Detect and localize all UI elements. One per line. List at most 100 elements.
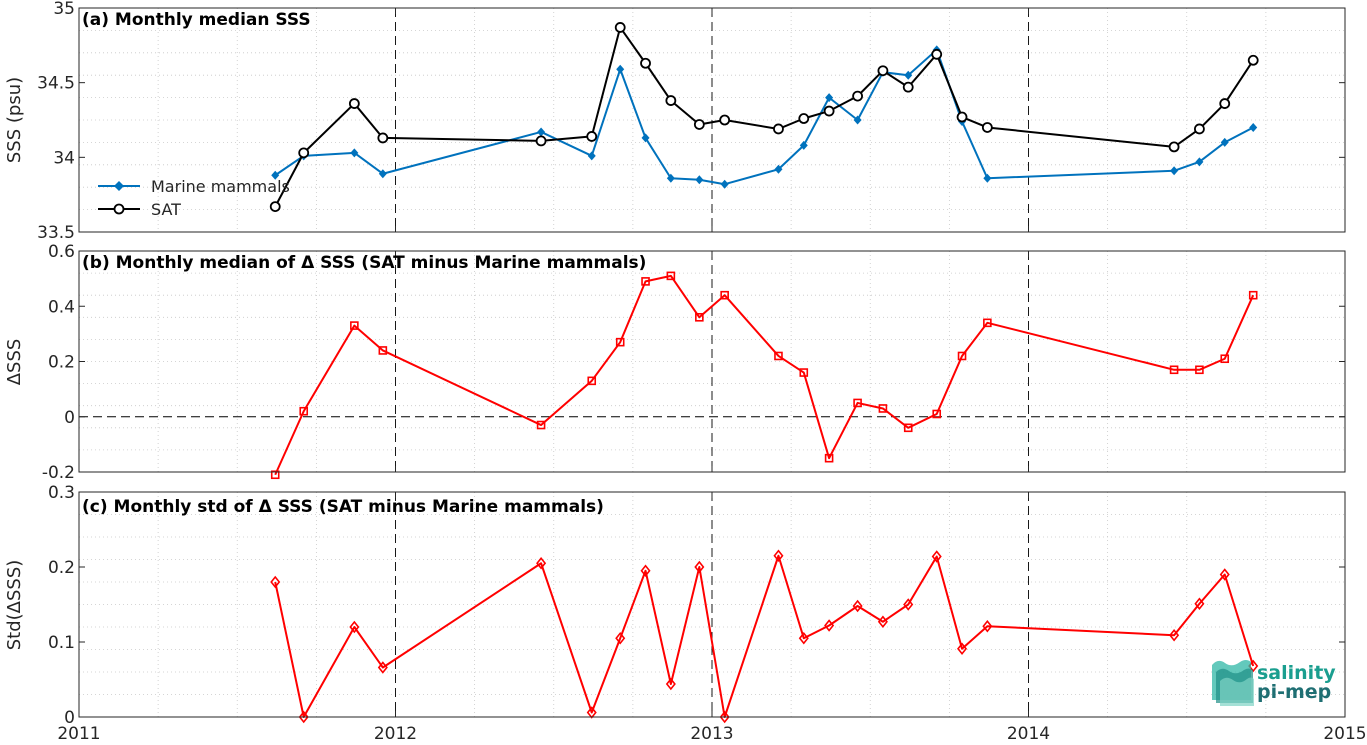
y-tick-label: 0.1 <box>48 633 75 653</box>
data-point <box>666 271 676 281</box>
y-tick-label: -0.2 <box>42 463 75 483</box>
data-point <box>956 111 968 123</box>
data-point <box>378 169 387 179</box>
y-tick-label: 0 <box>64 708 75 728</box>
legend-sat-marker <box>113 203 125 215</box>
data-point <box>377 132 389 144</box>
data-point <box>695 312 704 322</box>
data-point <box>1170 166 1179 176</box>
data-point <box>378 346 388 355</box>
data-point <box>641 133 650 143</box>
data-point <box>852 599 863 613</box>
panel-a-title: (a) Monthly median SSS <box>82 10 311 30</box>
data-layer <box>269 22 1259 724</box>
data-point <box>615 337 625 347</box>
series-line <box>274 274 1255 476</box>
data-point <box>904 70 913 80</box>
data-point <box>614 22 626 33</box>
data-point <box>640 57 651 69</box>
data-point <box>1219 98 1231 109</box>
data-point <box>640 564 651 578</box>
data-point <box>824 619 835 632</box>
data-point <box>799 140 808 150</box>
x-tick-label: 2014 <box>1007 724 1050 744</box>
data-point <box>719 114 731 126</box>
data-point <box>1194 597 1205 611</box>
data-point <box>932 409 942 419</box>
data-point <box>823 105 835 117</box>
legend-sat-label: SAT <box>151 200 181 219</box>
data-point <box>299 406 309 416</box>
series-line <box>274 554 1255 718</box>
y-tick-label: 0.6 <box>48 242 75 262</box>
data-point <box>902 81 914 93</box>
axes-layer <box>78 7 1346 718</box>
data-point <box>615 631 626 645</box>
data-point <box>773 549 784 563</box>
data-point <box>774 164 783 174</box>
panel-a-ylabel: SSS (psu) <box>4 77 25 163</box>
panel-b-title: (b) Monthly median of Δ SSS (SAT minus M… <box>82 253 646 273</box>
data-point <box>877 65 889 77</box>
data-point <box>271 170 280 180</box>
x-tick-label: 2015 <box>1323 724 1366 744</box>
panel-c-ylabel: Std(ΔSSS) <box>4 560 25 651</box>
data-point <box>798 631 809 645</box>
data-point <box>270 575 281 589</box>
data-point <box>535 135 547 147</box>
data-point <box>957 351 967 361</box>
data-point <box>719 710 730 724</box>
data-point <box>665 95 677 106</box>
salinity-pi-mep-logo: salinity pi-mep <box>1212 660 1336 706</box>
data-point <box>853 398 862 408</box>
data-point <box>1195 157 1204 167</box>
y-tick-label: 35 <box>53 0 75 19</box>
data-point <box>537 127 546 137</box>
data-point <box>720 179 729 189</box>
data-point <box>1219 568 1230 581</box>
data-point <box>695 175 704 185</box>
y-tick-label: 34.5 <box>37 74 75 94</box>
data-point <box>586 131 598 142</box>
text-layer: 33.5 34 34.5 35 -0.2 0 0.2 0.4 0.6 0 0.1 0.2 0.3 2011… <box>37 0 1366 744</box>
data-point <box>587 151 596 161</box>
data-point <box>1169 628 1180 642</box>
data-point <box>1247 54 1259 66</box>
x-tick-label: 2012 <box>374 724 417 744</box>
y-tick-label: 0 <box>64 408 75 428</box>
data-point <box>1169 365 1179 375</box>
data-point <box>1195 365 1204 375</box>
data-point <box>270 470 280 480</box>
data-point <box>903 598 914 611</box>
data-point <box>665 677 676 691</box>
legend-mammals-marker <box>114 181 124 191</box>
data-point <box>350 321 359 330</box>
series-line <box>274 48 1254 186</box>
data-point <box>1249 122 1258 132</box>
data-point <box>616 64 625 74</box>
data-point <box>298 147 310 159</box>
data-point <box>269 201 281 213</box>
data-point <box>931 550 942 563</box>
data-point <box>981 122 993 133</box>
panel-c-title: (c) Monthly std of Δ SSS (SAT minus Mari… <box>82 497 604 517</box>
data-point <box>1220 354 1230 364</box>
y-tick-label: 0.4 <box>48 297 75 317</box>
data-point <box>348 98 360 109</box>
data-point <box>1194 123 1205 135</box>
data-point <box>982 619 993 633</box>
data-point <box>983 173 992 183</box>
x-tick-label: 2013 <box>690 724 733 744</box>
data-point <box>377 661 388 674</box>
data-point <box>666 173 675 183</box>
data-point <box>852 90 863 102</box>
grid-layer <box>79 8 1345 717</box>
data-point <box>1220 137 1229 147</box>
data-point <box>825 93 834 103</box>
x-tick-label: 2011 <box>57 724 100 744</box>
y-tick-label: 0.2 <box>48 558 75 578</box>
data-point <box>799 368 809 377</box>
data-point <box>298 710 309 724</box>
data-point <box>798 113 810 124</box>
